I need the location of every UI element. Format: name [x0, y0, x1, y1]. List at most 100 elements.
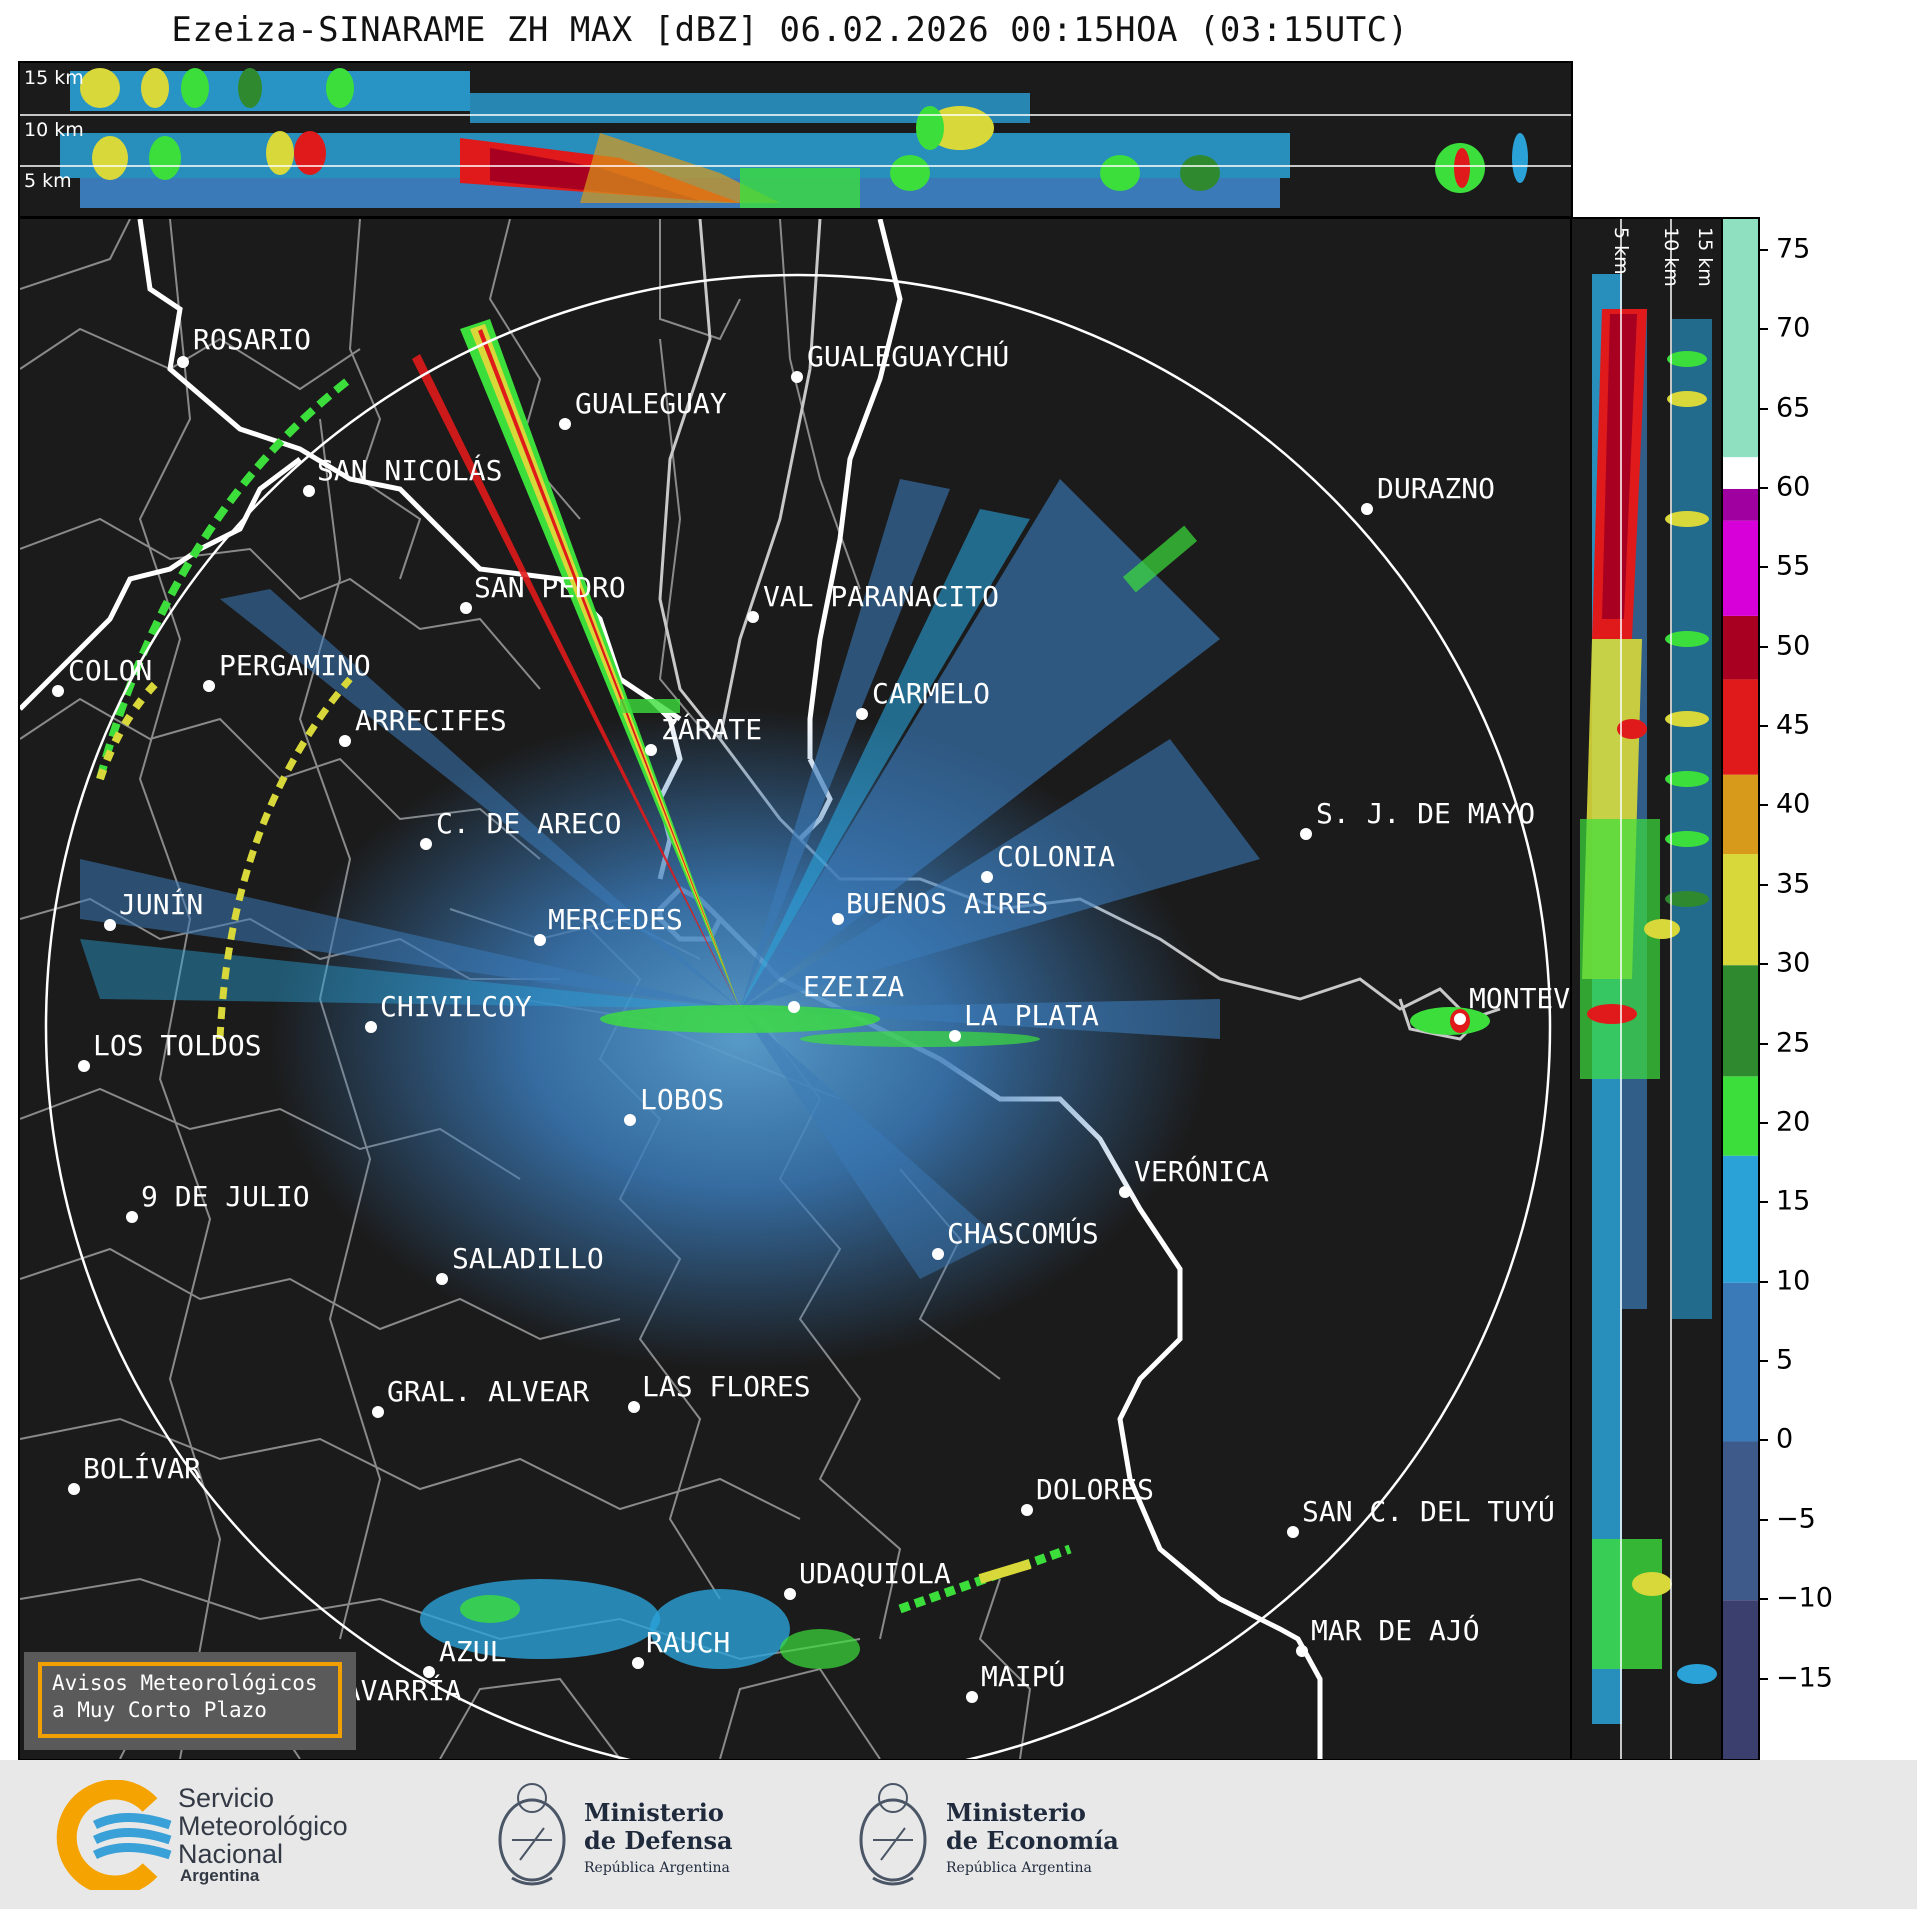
city-marker [372, 1406, 384, 1418]
city-marker [303, 485, 315, 497]
colorbar-tick-label: 65 [1776, 392, 1811, 423]
colorbar-tick-label: 30 [1776, 947, 1811, 979]
colorbar-band [1723, 1441, 1758, 1601]
city-marker [203, 680, 215, 692]
colorbar-tick-mark [1758, 1121, 1768, 1124]
notice-box-frame: Avisos Meteorológicos a Muy Corto Plazo [38, 1662, 342, 1738]
city-label-saladillo: SALADILLO [452, 1242, 604, 1275]
city-label-san-nicolas: SAN NICOLÁS [317, 453, 502, 487]
city-label-colonia: COLONIA [997, 840, 1115, 873]
city-marker [645, 744, 657, 756]
colorbar-tick-mark [1758, 486, 1768, 489]
colorbar-tick-label: 10 [1776, 1265, 1811, 1297]
city-marker [68, 1483, 80, 1495]
side-alt-label-10km: 10 km [1660, 227, 1682, 287]
colorbar-band [1723, 965, 1758, 1077]
smn-logo-icon [56, 1780, 172, 1890]
colorbar-tick-label: 55 [1776, 550, 1811, 582]
city-label-junin: JUNÍN [119, 887, 203, 921]
city-marker [784, 1588, 796, 1600]
city-marker [1296, 1645, 1308, 1657]
colorbar-tick-label: 15 [1776, 1185, 1811, 1217]
city-label-los-toldos: LOS TOLDOS [93, 1029, 262, 1062]
defensa-line-3: República Argentina [584, 1860, 730, 1876]
city-marker [177, 356, 189, 368]
colorbar-tick-mark [1758, 645, 1768, 648]
city-label-montevideo: MONTEVIDEO [1469, 982, 1571, 1015]
city-label-maipu: MAIPÚ [981, 1659, 1065, 1693]
side-echo-layer [1580, 274, 1717, 1724]
colorbar-tick-label: −10 [1776, 1582, 1833, 1614]
defensa-line-2: de Defensa [584, 1826, 733, 1855]
colorbar-tick-mark [1758, 1439, 1768, 1442]
chart-title: Ezeiza-SINARAME ZH MAX [dBZ] 06.02.2026 … [171, 10, 1409, 50]
city-marker [460, 602, 472, 614]
notice-line-1: Avisos Meteorológicos [52, 1671, 318, 1695]
colorbar-tick-mark [1758, 804, 1768, 807]
side-cross-section-panel: 5 km 10 km 15 km [1570, 217, 1723, 1761]
colorbar-tick-label: 35 [1776, 868, 1811, 900]
side-alt-label-15km: 15 km [1694, 227, 1716, 287]
city-marker [420, 838, 432, 850]
city-label-udaquiola: UDAQUIOLA [799, 1557, 951, 1590]
city-marker [632, 1657, 644, 1669]
colorbar-band [1723, 615, 1758, 680]
city-marker [949, 1030, 961, 1042]
city-marker [365, 1021, 377, 1033]
notice-line-2: a Muy Corto Plazo [52, 1698, 267, 1722]
colorbar-tick-mark [1758, 883, 1768, 886]
city-marker [1119, 1186, 1131, 1198]
city-label-gral-alvear: GRAL. ALVEAR [387, 1375, 589, 1408]
smn-line-2: Meteorológico [178, 1811, 348, 1841]
colorbar-tick-mark [1758, 1201, 1768, 1204]
colorbar-tick-label: 0 [1776, 1423, 1794, 1455]
colorbar-tick-label: 20 [1776, 1106, 1811, 1138]
city-marker [981, 871, 993, 883]
notice-box[interactable]: Avisos Meteorológicos a Muy Corto Plazo [24, 1652, 356, 1750]
colorbar-tick-mark [1758, 1360, 1768, 1363]
colorbar-band [1723, 1155, 1758, 1283]
radar-map: ROSARIO GUALEGUAYCHÚ GUALEGUAY SAN NICOL… [20, 219, 1571, 1759]
city-marker-ezeiza [788, 1001, 800, 1013]
city-label-gualeguaychu: GUALEGUAYCHÚ [807, 339, 1009, 373]
city-marker [1287, 1526, 1299, 1538]
colorbar-tick-label: −5 [1776, 1503, 1816, 1535]
city-label-zarate: ZÁRATE [661, 712, 762, 746]
top-alt-label-5km: 5 km [24, 170, 72, 192]
city-label-san-c-del-tuyu: SAN C. DEL TUYÚ [1302, 1494, 1555, 1528]
city-marker [628, 1401, 640, 1413]
city-label-dolores: DOLORES [1036, 1473, 1154, 1506]
city-label-veronica: VERÓNICA [1134, 1154, 1269, 1188]
city-marker [339, 735, 351, 747]
city-marker [534, 934, 546, 946]
city-marker [932, 1248, 944, 1260]
city-label-pergamino: PERGAMINO [219, 649, 371, 682]
city-label-las-flores: LAS FLORES [642, 1370, 811, 1403]
city-marker [423, 1666, 435, 1678]
range-ring [44, 273, 1552, 1759]
city-marker [1300, 828, 1312, 840]
cities-layer: ROSARIO GUALEGUAYCHÚ GUALEGUAY SAN NICOL… [52, 323, 1571, 1707]
smn-country: Argentina [180, 1866, 260, 1885]
defensa-coat-of-arms-icon [498, 1783, 566, 1886]
city-label-colon: COLON [68, 654, 152, 687]
city-marker [436, 1273, 448, 1285]
city-label-9-de-julio: 9 DE JULIO [141, 1180, 310, 1213]
city-marker [126, 1211, 138, 1223]
city-label-lobos: LOBOS [640, 1083, 724, 1116]
city-marker [1021, 1504, 1033, 1516]
colorbar-tick-label: 25 [1776, 1027, 1811, 1059]
city-label-buenos-aires: BUENOS AIRES [846, 887, 1048, 920]
colorbar-band [1723, 1076, 1758, 1156]
colorbar-tick-label: −15 [1776, 1662, 1833, 1694]
city-marker [747, 611, 759, 623]
economia-line-2: de Economía [946, 1826, 1119, 1855]
city-label-mercedes: MERCEDES [548, 903, 683, 936]
smn-line-3: Nacional [178, 1839, 284, 1869]
city-label-arrecifes: ARRECIFES [355, 704, 507, 737]
city-marker [832, 913, 844, 925]
side-cross-section-echoes [1580, 219, 1717, 1759]
city-marker [1361, 503, 1373, 515]
colorbar-tick-label: 45 [1776, 709, 1811, 741]
colorbar [1721, 217, 1760, 1761]
